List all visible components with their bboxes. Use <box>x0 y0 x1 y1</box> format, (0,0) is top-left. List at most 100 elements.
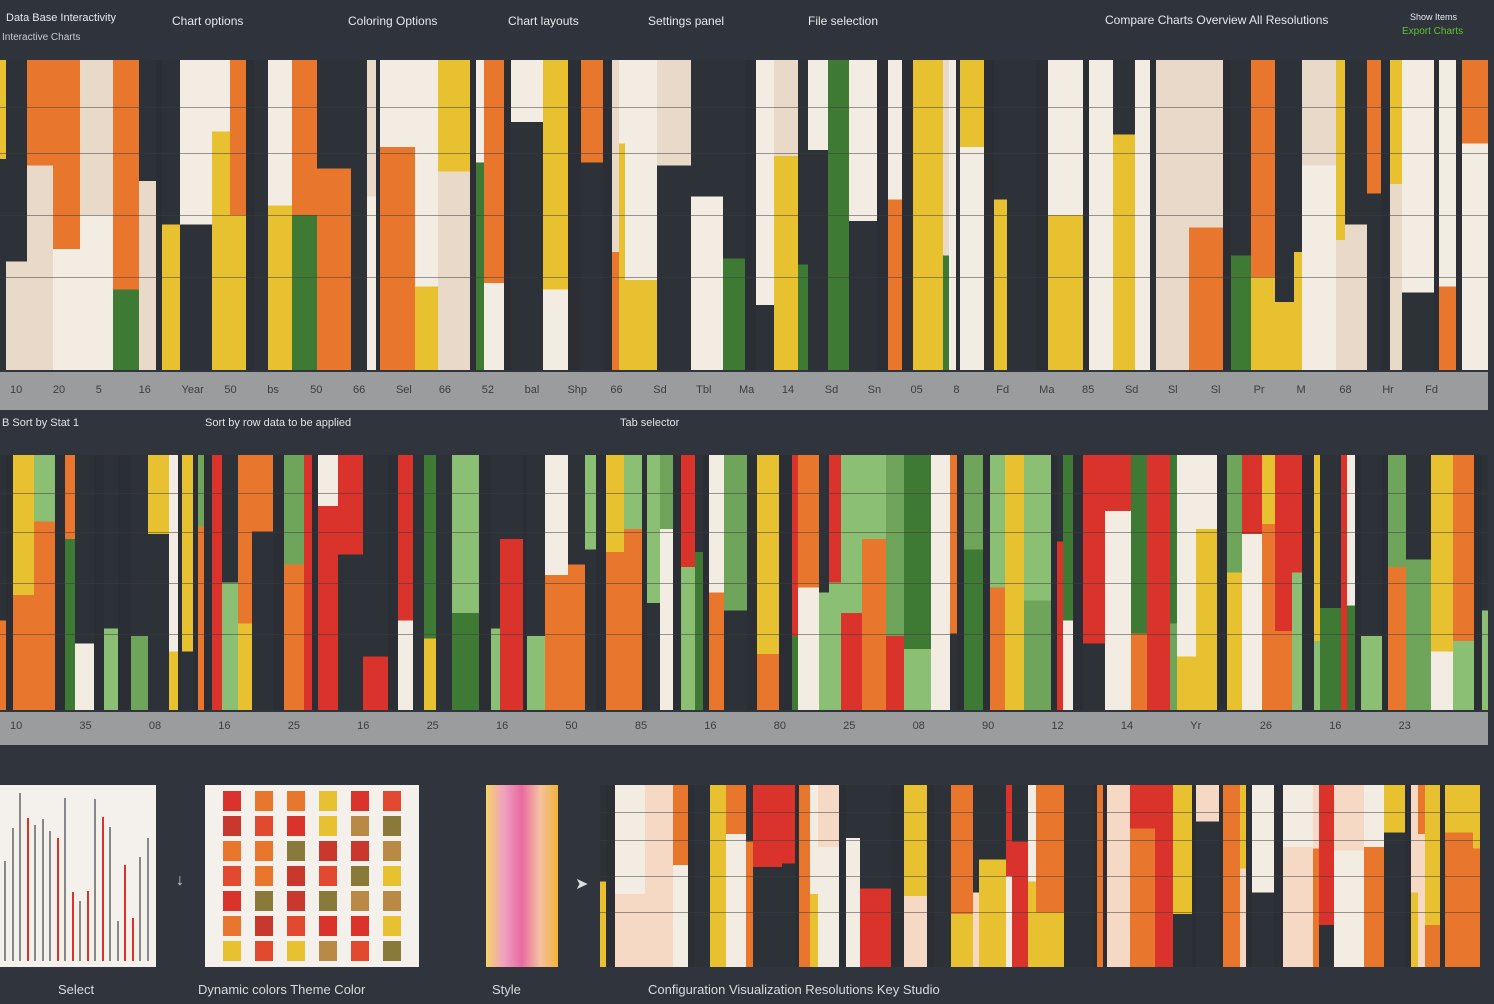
sort-row-label: Sort by row data to be applied <box>205 417 352 429</box>
color-swatch[interactable] <box>319 791 337 811</box>
thumb-color-grid[interactable] <box>205 785 419 967</box>
menu-chart-options[interactable]: Chart options <box>172 14 244 28</box>
axis-tick-label: 25 <box>287 720 300 732</box>
color-swatch[interactable] <box>287 916 305 936</box>
axis-tick-label: 12 <box>1051 720 1064 732</box>
color-swatch[interactable] <box>351 791 369 811</box>
color-swatch[interactable] <box>383 916 401 936</box>
gridline <box>0 633 1488 635</box>
thumb-bar <box>4 861 6 961</box>
thumb-bar <box>64 797 66 961</box>
axis-tick-label: Year <box>181 384 204 396</box>
thumb-bar <box>19 793 21 961</box>
menu-coloring-options[interactable]: Coloring Options <box>348 14 438 28</box>
bottom-label-select: Select <box>58 982 95 997</box>
axis-tick-label: 16 <box>138 384 151 396</box>
axis-tick-label: 66 <box>353 384 366 396</box>
color-swatch[interactable] <box>383 791 401 811</box>
color-swatch[interactable] <box>255 791 273 811</box>
color-swatch[interactable] <box>255 816 273 836</box>
gridline <box>0 106 1488 108</box>
color-swatch[interactable] <box>351 866 369 886</box>
axis-tick-label: 08 <box>912 720 925 732</box>
color-swatch[interactable] <box>319 941 337 961</box>
axis-tick-label: Shp <box>567 384 588 396</box>
color-swatch[interactable] <box>223 941 241 961</box>
bottom-label-style: Style <box>492 982 521 997</box>
color-swatch[interactable] <box>351 816 369 836</box>
thumb-configuration-chart[interactable] <box>600 785 1480 967</box>
color-swatch[interactable] <box>351 891 369 911</box>
thumb-bar <box>101 817 104 961</box>
axis-tick-label: Sl <box>1167 384 1178 396</box>
thumb-bar-chart[interactable] <box>0 785 156 967</box>
color-swatch[interactable] <box>287 841 305 861</box>
show-items[interactable]: Show Items <box>1410 12 1458 22</box>
color-swatch[interactable] <box>255 941 273 961</box>
axis-tick-label: bs <box>267 384 279 396</box>
axis-tick-label: Fd <box>1425 384 1438 396</box>
gridline <box>0 277 1488 278</box>
color-swatch[interactable] <box>255 866 273 886</box>
menu-chart-layouts[interactable]: Chart layouts <box>508 14 579 28</box>
middle-chart-panel <box>0 455 1488 710</box>
top-axis-strip[interactable]: 10 20 5 16 Year 50 bs 50 66 Sel 66 52 bal Shp 66 Sd Tbl M… <box>0 372 1488 410</box>
thumb-bar <box>26 817 29 961</box>
axis-tick-label: 26 <box>1259 720 1272 732</box>
axis-tick-label: 50 <box>565 720 578 732</box>
app-subtitle: Interactive Charts <box>2 32 81 43</box>
color-swatch[interactable] <box>223 916 241 936</box>
thumb-style-gradient[interactable] <box>486 785 558 967</box>
gridline <box>0 493 1488 495</box>
axis-tick-label: Tbl <box>696 384 712 396</box>
color-swatch[interactable] <box>287 941 305 961</box>
color-swatch[interactable] <box>351 841 369 861</box>
color-swatch[interactable] <box>319 816 337 836</box>
color-swatch[interactable] <box>383 866 401 886</box>
color-swatch[interactable] <box>223 841 241 861</box>
menu-settings-panel[interactable]: Settings panel <box>648 14 725 28</box>
axis-tick-label: 23 <box>1398 720 1411 732</box>
color-swatch[interactable] <box>287 791 305 811</box>
color-swatch[interactable] <box>319 891 337 911</box>
axis-tick-label: Sd <box>653 384 667 396</box>
color-swatch[interactable] <box>255 841 273 861</box>
color-swatch[interactable] <box>383 941 401 961</box>
axis-tick-label: 16 <box>1329 720 1342 732</box>
axis-tick-label: 52 <box>481 384 494 396</box>
middle-axis-strip[interactable]: 10 35 08 16 25 16 25 16 50 85 16 80 25 08 90 12 14 Yr 26 16… <box>0 712 1488 745</box>
right-title: Compare Charts Overview All Resolutions <box>1105 13 1329 27</box>
gridline <box>0 531 1488 533</box>
color-swatch[interactable] <box>319 841 337 861</box>
color-swatch[interactable] <box>319 866 337 886</box>
axis-tick-label: Ma <box>1039 384 1055 396</box>
color-swatch[interactable] <box>287 891 305 911</box>
color-swatch[interactable] <box>223 891 241 911</box>
color-swatch[interactable] <box>383 816 401 836</box>
axis-tick-label: 85 <box>1082 384 1095 396</box>
axis-tick-label: 25 <box>843 720 856 732</box>
color-swatch[interactable] <box>351 916 369 936</box>
color-swatch[interactable] <box>223 816 241 836</box>
color-swatch[interactable] <box>319 916 337 936</box>
axis-tick-label: 14 <box>1120 720 1134 732</box>
color-swatch[interactable] <box>287 866 305 886</box>
color-swatch[interactable] <box>255 916 273 936</box>
thumb-bar <box>146 837 149 961</box>
menu-file-selection[interactable]: File selection <box>808 14 879 28</box>
color-swatch[interactable] <box>255 891 273 911</box>
export-charts-button[interactable]: Export Charts <box>1402 26 1464 37</box>
color-swatch[interactable] <box>223 866 241 886</box>
gridline <box>0 215 1488 216</box>
color-swatch[interactable] <box>383 841 401 861</box>
axis-tick-label: 85 <box>634 720 648 732</box>
axis-tick-label: 50 <box>310 384 323 396</box>
color-swatch[interactable] <box>287 816 305 836</box>
color-swatch[interactable] <box>351 941 369 961</box>
axis-tick-label: 20 <box>52 384 66 396</box>
thumb-bar <box>56 838 59 961</box>
color-swatch[interactable] <box>383 891 401 911</box>
color-swatch[interactable] <box>223 791 241 811</box>
tab-selector-label[interactable]: Tab selector <box>620 417 680 429</box>
thumb-bar <box>34 825 36 961</box>
